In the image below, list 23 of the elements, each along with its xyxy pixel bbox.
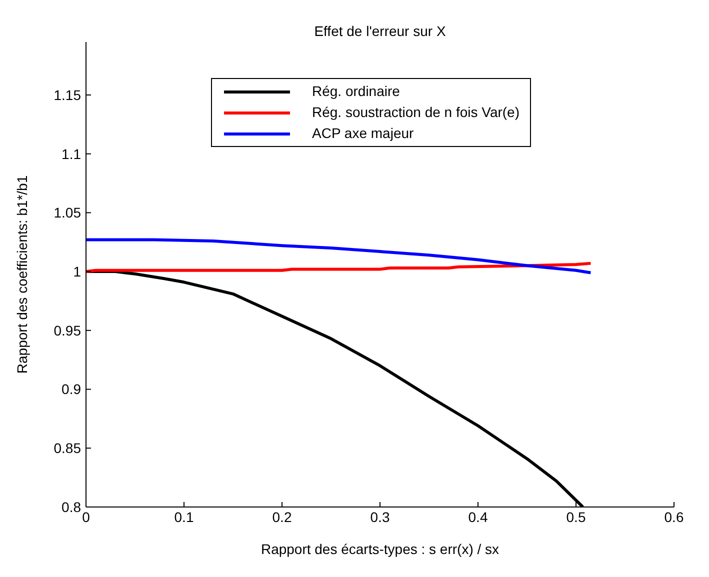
y-tick-label: 0.9 bbox=[62, 381, 82, 398]
x-tick-label: 0.5 bbox=[566, 508, 586, 525]
x-tick-label: 0 bbox=[82, 508, 90, 525]
line-series bbox=[86, 238, 592, 274]
y-tick-label: 1.1 bbox=[62, 146, 82, 162]
x-tick-label: 0.3 bbox=[370, 508, 390, 525]
y-tick-label: 1 bbox=[73, 264, 82, 280]
y-tick-label: 0.85 bbox=[54, 440, 82, 456]
x-tick-label: 0.2 bbox=[272, 508, 292, 525]
y-tick-label: 0.8 bbox=[62, 498, 82, 515]
chart-title: Effet de l'erreur sur X bbox=[313, 23, 447, 39]
legend-label: Rég. soustraction de n fois Var(e) bbox=[312, 103, 520, 122]
x-tick-label: 0.6 bbox=[664, 508, 684, 525]
legend-label: ACP axe majeur bbox=[312, 124, 414, 143]
y-axis-title: Rapport des coefficients: b1*/b1 bbox=[14, 175, 30, 374]
y-tick-label: 0.95 bbox=[54, 322, 82, 338]
x-axis-title: Rapport des écarts-types : s err(x) / sx bbox=[260, 541, 500, 557]
y-tick-label: 1.15 bbox=[54, 86, 82, 103]
line-series bbox=[86, 262, 592, 274]
x-tick-label: 0.4 bbox=[468, 508, 488, 525]
x-tick-label: 0.1 bbox=[174, 508, 194, 525]
legend-label: Rég. ordinaire bbox=[312, 82, 400, 101]
y-tick-label: 1.05 bbox=[54, 204, 82, 221]
